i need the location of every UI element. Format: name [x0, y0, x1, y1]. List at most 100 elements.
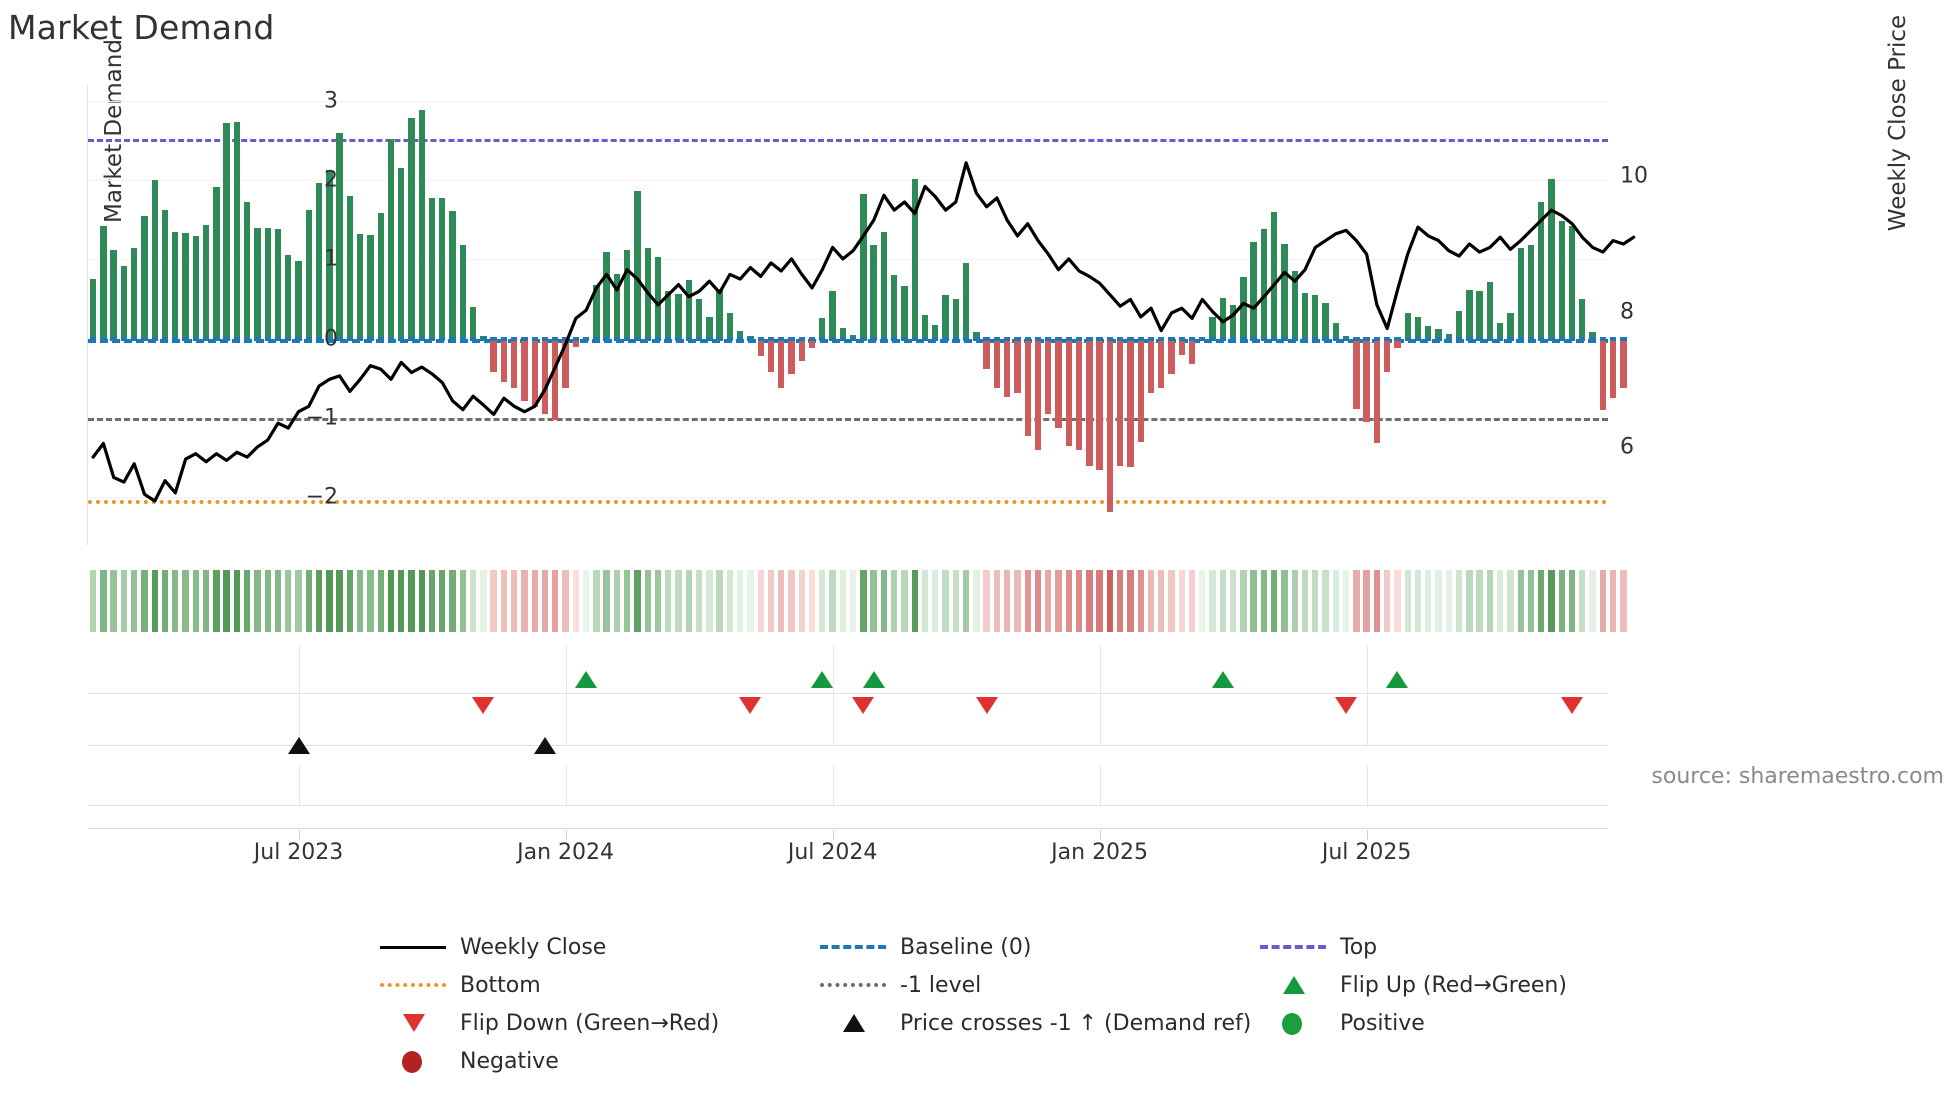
- baseline-tick: [531, 336, 538, 341]
- baseline-tick: [788, 336, 795, 341]
- legend-item[interactable]: Flip Down (Green→Red): [380, 1004, 719, 1042]
- heat-cell: [141, 570, 148, 632]
- legend-item[interactable]: Baseline (0): [820, 928, 1031, 966]
- baseline-tick: [264, 336, 271, 341]
- baseline-tick: [1599, 336, 1607, 341]
- demand-bar: [295, 261, 302, 339]
- heat-cell: [172, 570, 179, 632]
- baseline-tick: [1229, 336, 1237, 341]
- heat-cell: [1332, 570, 1339, 632]
- heat-cell: [490, 570, 497, 632]
- baseline-tick: [1034, 336, 1042, 341]
- x-tick-mark: [565, 830, 567, 840]
- heat-cell: [582, 570, 590, 632]
- baseline-tick: [336, 336, 343, 341]
- legend-item[interactable]: -1 level: [820, 966, 981, 1004]
- baseline-tick: [942, 336, 949, 341]
- heat-cell: [1599, 570, 1607, 632]
- legend-label: Top: [1340, 934, 1378, 960]
- heat-cell: [356, 570, 364, 632]
- legend-item[interactable]: Top: [1260, 928, 1377, 966]
- heat-cell: [1178, 570, 1185, 632]
- demand-bar: [1496, 322, 1504, 339]
- heat-cell: [1250, 570, 1257, 632]
- demand-bar: [469, 307, 477, 339]
- demand-bar: [1147, 338, 1155, 393]
- heat-cell: [1106, 570, 1114, 632]
- demand-bar: [131, 247, 138, 339]
- demand-bar: [911, 178, 918, 339]
- baseline-tick: [654, 336, 662, 341]
- baseline-tick: [973, 336, 980, 341]
- heat-cell: [213, 570, 220, 632]
- demand-bar: [603, 251, 610, 339]
- heat-cell: [880, 570, 888, 632]
- baseline-tick: [675, 336, 682, 341]
- heat-cell: [1435, 570, 1442, 632]
- baseline-tick: [192, 336, 199, 341]
- baseline-tick: [685, 336, 692, 341]
- heat-cell: [1517, 570, 1524, 632]
- demand-bar: [346, 196, 354, 339]
- chart-legend: Weekly Close Baseline (0) Top Bottom -1 leve…: [380, 928, 1680, 1080]
- baseline-tick: [911, 336, 918, 341]
- heat-cell: [1281, 570, 1288, 632]
- flip-up-marker: [1386, 671, 1409, 688]
- legend-item[interactable]: Bottom: [380, 966, 541, 1004]
- reference-line: [88, 138, 1608, 142]
- heat-cell: [151, 570, 158, 632]
- heat-cell: [161, 570, 169, 632]
- heat-cell: [1384, 570, 1391, 632]
- baseline-tick: [932, 336, 939, 341]
- heat-cell: [500, 570, 508, 632]
- legend-item[interactable]: Weekly Close: [380, 928, 606, 966]
- heat-cell: [1014, 570, 1021, 632]
- y-tick-left: −2: [305, 484, 338, 510]
- heat-cell: [962, 570, 970, 632]
- demand-bar: [1517, 247, 1524, 339]
- x-tick-mark: [832, 830, 834, 840]
- legend-item[interactable]: Positive: [1260, 1004, 1425, 1042]
- baseline-tick: [891, 336, 898, 341]
- legend-item[interactable]: Price crosses -1 ↑ (Demand ref): [820, 1004, 1251, 1042]
- legend-label: Flip Up (Red→Green): [1340, 972, 1567, 998]
- demand-bar: [1312, 295, 1319, 339]
- legend-item[interactable]: Flip Up (Red→Green): [1260, 966, 1567, 1004]
- demand-bar: [264, 227, 271, 339]
- legend-item[interactable]: Negative: [380, 1042, 559, 1080]
- y-axis-right-label: Weekly Close Price: [1885, 14, 1911, 232]
- demand-bar: [1486, 281, 1494, 339]
- lane-x-tick: [832, 765, 834, 807]
- baseline-tick: [1342, 336, 1350, 341]
- heat-cell: [654, 570, 662, 632]
- baseline-tick: [131, 336, 138, 341]
- demand-bar: [490, 338, 497, 373]
- baseline-tick: [1240, 336, 1247, 341]
- demand-bar: [449, 211, 456, 339]
- heat-cell: [1137, 570, 1144, 632]
- flip-down-marker: [975, 697, 998, 714]
- heat-cell: [531, 570, 538, 632]
- demand-bar: [1260, 229, 1268, 339]
- baseline-tick: [1199, 336, 1206, 341]
- demand-bar: [1332, 322, 1339, 339]
- source-attribution: source: sharemaestro.com: [1651, 764, 1944, 789]
- baseline-tick: [254, 336, 261, 341]
- heat-cell: [1363, 570, 1370, 632]
- heat-cell: [1301, 570, 1309, 632]
- baseline-tick: [1527, 336, 1535, 341]
- baseline-tick: [767, 336, 775, 341]
- baseline-tick: [870, 336, 877, 341]
- heat-cell: [736, 570, 744, 632]
- baseline-tick: [490, 336, 497, 341]
- demand-bar: [1137, 338, 1144, 442]
- heat-cell: [983, 570, 990, 632]
- demand-bar: [1373, 338, 1381, 444]
- page-title: Market Demand: [8, 8, 275, 47]
- legend-label: Price crosses -1 ↑ (Demand ref): [900, 1010, 1252, 1036]
- demand-bar: [1209, 316, 1216, 339]
- baseline-tick: [562, 336, 569, 341]
- x-tick-label: Jan 2025: [1051, 840, 1149, 865]
- heat-cell: [295, 570, 302, 632]
- heat-cell: [767, 570, 775, 632]
